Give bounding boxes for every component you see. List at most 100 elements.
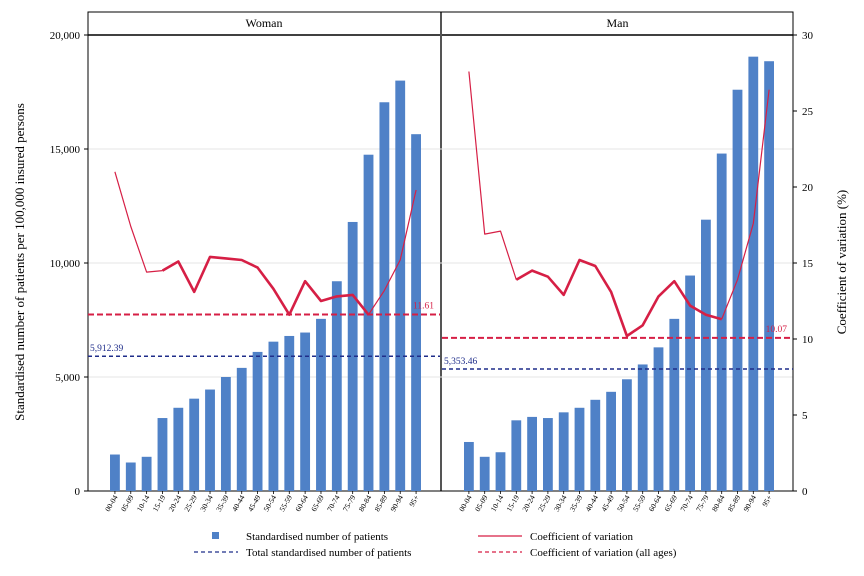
panel-man: Man 5,353.46 10.07 00-04 05-09 10-14 15-19 20-2…: [442, 16, 793, 513]
legend-label: Standardised number of patients: [246, 531, 388, 543]
legend-item: Coefficient of variation: [478, 531, 634, 543]
x-tick-label: 05-09: [119, 493, 136, 513]
x-tick-label: 40-44: [583, 493, 600, 513]
legend-item: Coefficient of variation (all ages): [478, 547, 677, 559]
bar: [669, 318, 680, 491]
bar: [284, 335, 295, 491]
x-tick-label: 20-24: [520, 493, 537, 513]
x-tick-label: 95+: [760, 494, 774, 509]
panel-title: Man: [607, 16, 629, 30]
bar: [495, 452, 506, 491]
bar: [732, 89, 743, 491]
bar: [574, 407, 585, 491]
x-tick-label: 00-04: [457, 493, 474, 513]
bar: [764, 61, 774, 491]
x-tick-label: 80-84: [357, 493, 374, 513]
x-tick-label: 35-39: [214, 493, 231, 513]
bar: [590, 399, 601, 491]
x-tick-label: 70-74: [678, 493, 695, 513]
chart-axes: 0 5,000 10,000 15,000 20,000 0 5 10 15 20 25 30: [50, 30, 814, 498]
x-tick-label: 20-24: [167, 493, 184, 513]
bar: [125, 462, 136, 491]
x-tick-label: 30-34: [552, 493, 569, 513]
y2-tick-label: 0: [802, 486, 808, 498]
x-tick-label: 25-29: [536, 493, 553, 513]
y2-axis-label: Coefficient of variation (%): [834, 190, 849, 335]
y-tick-label: 5,000: [55, 372, 80, 384]
x-tick-label: 50-54: [615, 493, 632, 513]
y2-tick-label: 25: [802, 106, 814, 118]
bar: [331, 281, 342, 491]
plot-frame: [87, 11, 794, 492]
bar: [395, 80, 406, 491]
y-tick-label: 0: [75, 486, 81, 498]
x-tick-label: 90-94: [741, 493, 758, 513]
total-label: 5,353.46: [444, 357, 478, 367]
bar: [558, 412, 569, 491]
bar: [205, 389, 215, 491]
panel-title: Woman: [245, 16, 282, 30]
x-tick-label: 05-09: [473, 493, 490, 513]
x-tick-label: 50-54: [262, 493, 279, 513]
cv-all-label: 11.61: [413, 302, 434, 312]
bar: [300, 332, 311, 491]
y-tick-label: 10,000: [50, 258, 81, 270]
cv-line: [721, 89, 770, 320]
legend-item: Standardised number of patients: [212, 531, 388, 543]
bar: [527, 416, 537, 491]
bar: [252, 351, 263, 491]
bar: [716, 153, 727, 491]
y2-tick-label: 15: [802, 258, 814, 270]
bar: [110, 454, 120, 491]
y2-tick-label: 10: [802, 334, 814, 346]
bar: [653, 347, 664, 491]
bar: [157, 418, 168, 491]
panel-woman: Woman 5,912.39 11.61 00-04 05-09 10-14 15-19 20…: [88, 16, 440, 513]
x-tick-label: 60-64: [293, 493, 310, 513]
bar: [479, 456, 490, 491]
bar: [141, 456, 152, 491]
y-tick-label: 15,000: [50, 144, 81, 156]
x-tick-label: 80-84: [710, 493, 727, 513]
bar: [316, 318, 326, 491]
bar: [411, 134, 421, 491]
bar: [606, 391, 616, 491]
x-tick-label: 70-74: [325, 493, 342, 513]
cv-line: [114, 171, 163, 273]
x-tick-label: 75-79: [694, 493, 711, 513]
y2-tick-label: 5: [802, 410, 808, 422]
x-tick-label: 85-89: [373, 493, 390, 513]
bar: [701, 219, 711, 491]
bar: [347, 221, 358, 491]
bar: [748, 56, 759, 491]
y2-tick-label: 30: [802, 30, 814, 42]
y-axis-label: Standardised number of patients per 100,…: [12, 103, 27, 421]
bar: [173, 407, 184, 491]
legend-label: Total standardised number of patients: [246, 547, 411, 559]
bar: [379, 102, 390, 491]
x-tick-label: 15-19: [151, 493, 168, 513]
bar: [685, 275, 695, 491]
bar: [189, 398, 200, 491]
legend-item: Total standardised number of patients: [194, 547, 411, 559]
legend: Standardised number of patients Coefficie…: [194, 531, 677, 559]
legend-label: Coefficient of variation (all ages): [530, 547, 677, 559]
total-label: 5,912.39: [90, 344, 124, 354]
bar: [220, 377, 231, 491]
x-tick-label: 55-59: [631, 493, 648, 513]
x-tick-label: 30-34: [198, 493, 215, 513]
x-tick-label: 55-59: [277, 493, 294, 513]
bar: [511, 420, 522, 491]
x-tick-label: 75-79: [341, 493, 358, 513]
bar: [622, 379, 632, 491]
y2-tick-label: 20: [802, 182, 814, 194]
x-tick-label: 00-04: [103, 493, 120, 513]
x-tick-label: 10-14: [135, 493, 152, 513]
x-tick-label: 40-44: [230, 493, 247, 513]
cv-line: [468, 71, 517, 280]
bar: [543, 418, 553, 491]
x-tick-label: 45-49: [599, 493, 616, 513]
bar: [464, 441, 474, 491]
